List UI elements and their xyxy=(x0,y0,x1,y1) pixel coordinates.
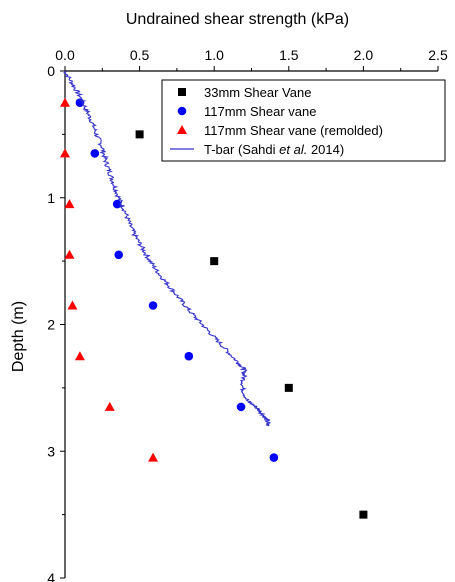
y-tick-label: 4 xyxy=(47,570,55,582)
data-point-triangle xyxy=(60,97,70,107)
data-point-circle xyxy=(114,250,124,260)
x-tick-label: 1.0 xyxy=(204,47,224,63)
data-point-triangle xyxy=(60,148,70,158)
x-tick-label: 2.0 xyxy=(354,47,374,63)
data-point-circle xyxy=(269,453,279,462)
x-tick-label: 1.5 xyxy=(279,47,299,63)
legend-label: 117mm Shear vane xyxy=(204,104,317,119)
legend-marker-circle xyxy=(177,106,187,116)
y-tick-label: 1 xyxy=(47,190,55,206)
data-point-circle xyxy=(90,149,100,158)
x-tick-label: 2.5 xyxy=(428,47,448,63)
plot-area xyxy=(60,70,368,519)
y-axis-label: Depth (m) xyxy=(10,301,27,372)
legend-label: 33mm Shear Vane xyxy=(204,85,311,100)
y-tick-label: 0 xyxy=(47,63,55,79)
y-tick-label: 2 xyxy=(47,317,55,333)
legend-marker-square xyxy=(178,88,186,96)
legend-marker-triangle xyxy=(177,125,187,134)
data-point-square xyxy=(284,383,293,392)
data-point-circle xyxy=(112,199,122,209)
x-axis-label: Undrained shear strength (kPa) xyxy=(126,11,349,28)
data-point-triangle xyxy=(74,351,85,361)
legend-label-part: T-bar (Sahdi xyxy=(204,142,279,157)
legend-label: T-bar (Sahdi et al. 2014) xyxy=(204,142,344,157)
legend-label-part: et al. xyxy=(279,142,307,157)
legend-box xyxy=(161,79,446,162)
data-point-triangle xyxy=(64,199,75,209)
data-point-square xyxy=(210,257,219,266)
data-point-triangle xyxy=(148,452,159,462)
data-point-triangle xyxy=(104,401,115,411)
data-point-triangle xyxy=(67,300,78,310)
y-tick-label: 3 xyxy=(47,443,55,459)
data-point-square xyxy=(359,510,368,519)
data-point-circle xyxy=(236,402,246,412)
data-point-circle xyxy=(148,301,158,310)
data-point-square xyxy=(135,130,144,139)
x-tick-label: 0.5 xyxy=(130,47,150,63)
legend: 33mm Shear Vane 117mm Shear vane 117mm She… xyxy=(161,79,446,162)
data-point-triangle xyxy=(64,249,75,259)
legend-label: 117mm Shear vane (remolded) xyxy=(204,123,383,138)
tbar-profile-line xyxy=(63,70,272,427)
data-point-circle xyxy=(184,351,194,361)
legend-label-part: 2014) xyxy=(307,142,344,157)
x-tick-label: 0.0 xyxy=(55,47,75,63)
